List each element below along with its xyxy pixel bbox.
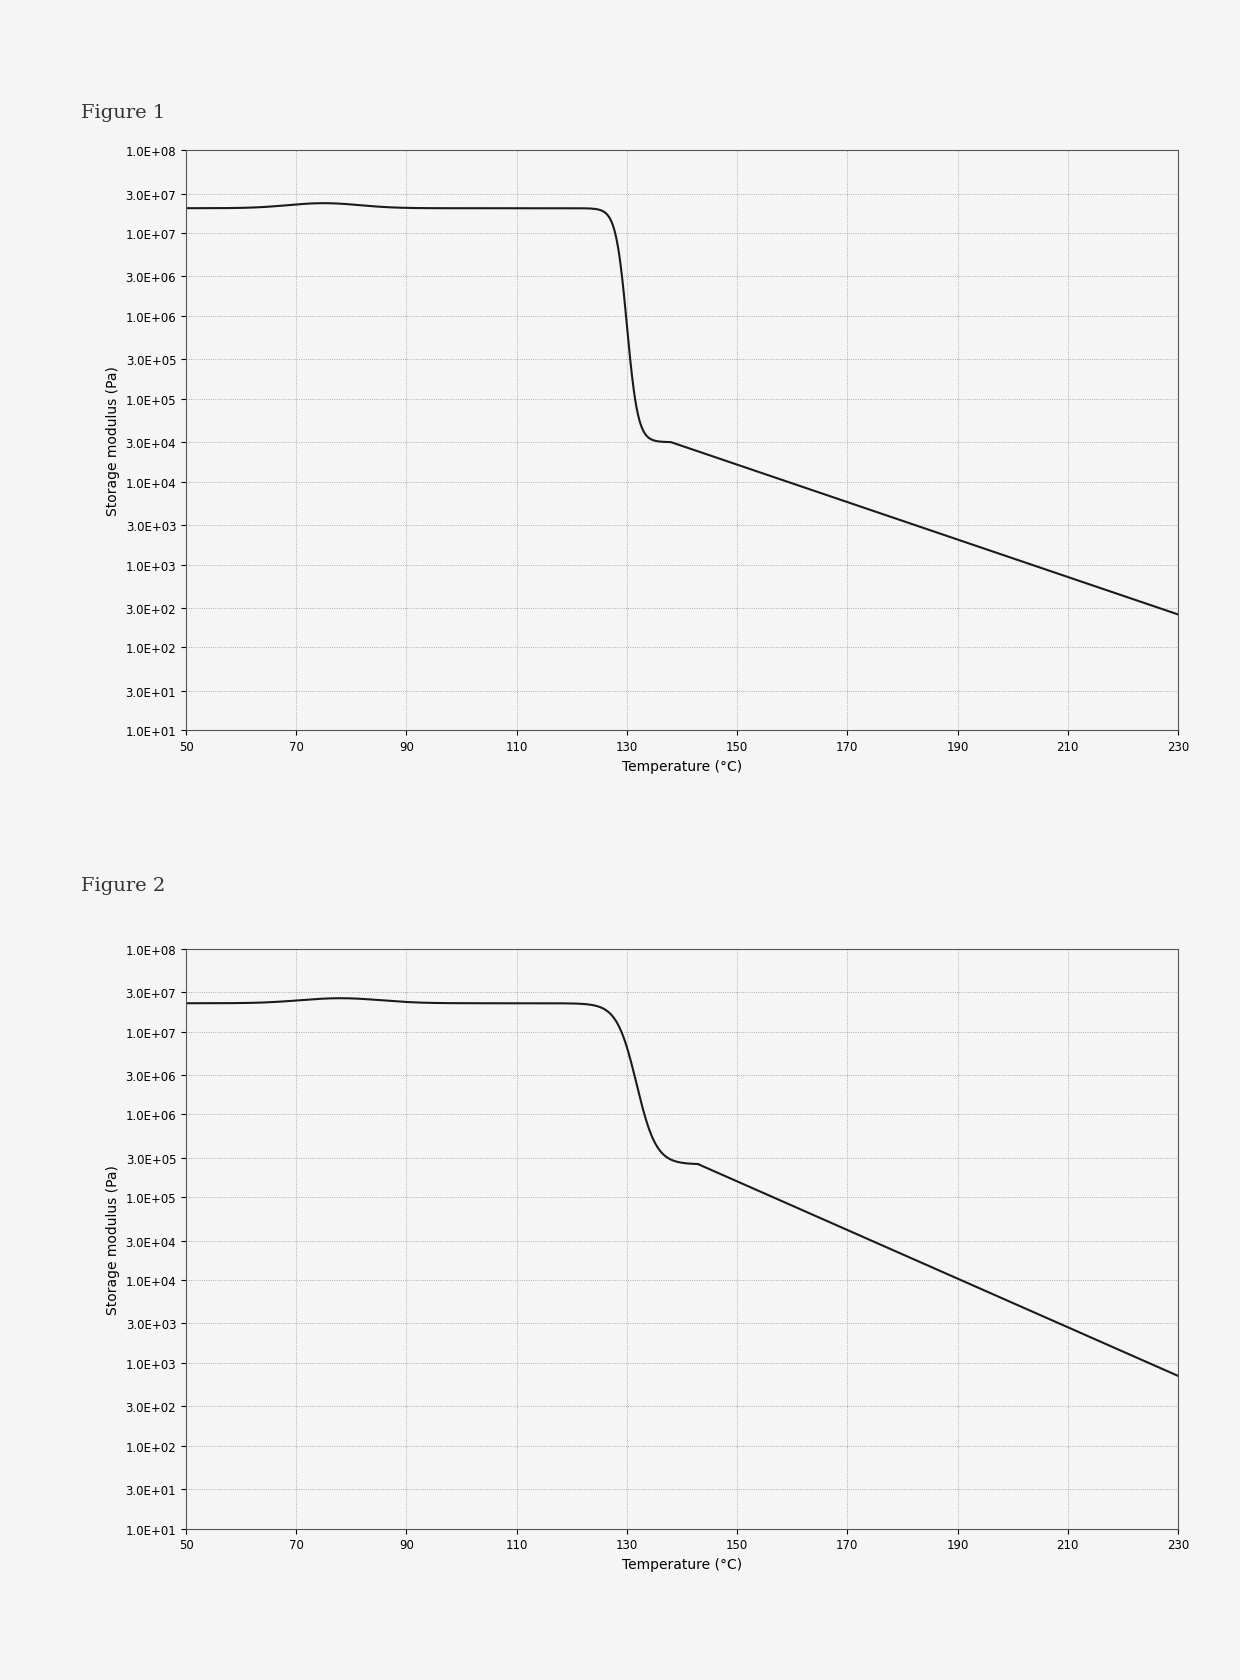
Text: Figure 2: Figure 2 — [81, 877, 165, 895]
X-axis label: Temperature (°C): Temperature (°C) — [622, 759, 742, 773]
Y-axis label: Storage modulus (Pa): Storage modulus (Pa) — [105, 1164, 120, 1314]
Y-axis label: Storage modulus (Pa): Storage modulus (Pa) — [105, 366, 120, 516]
Text: Figure 1: Figure 1 — [81, 104, 165, 123]
X-axis label: Temperature (°C): Temperature (°C) — [622, 1557, 742, 1571]
